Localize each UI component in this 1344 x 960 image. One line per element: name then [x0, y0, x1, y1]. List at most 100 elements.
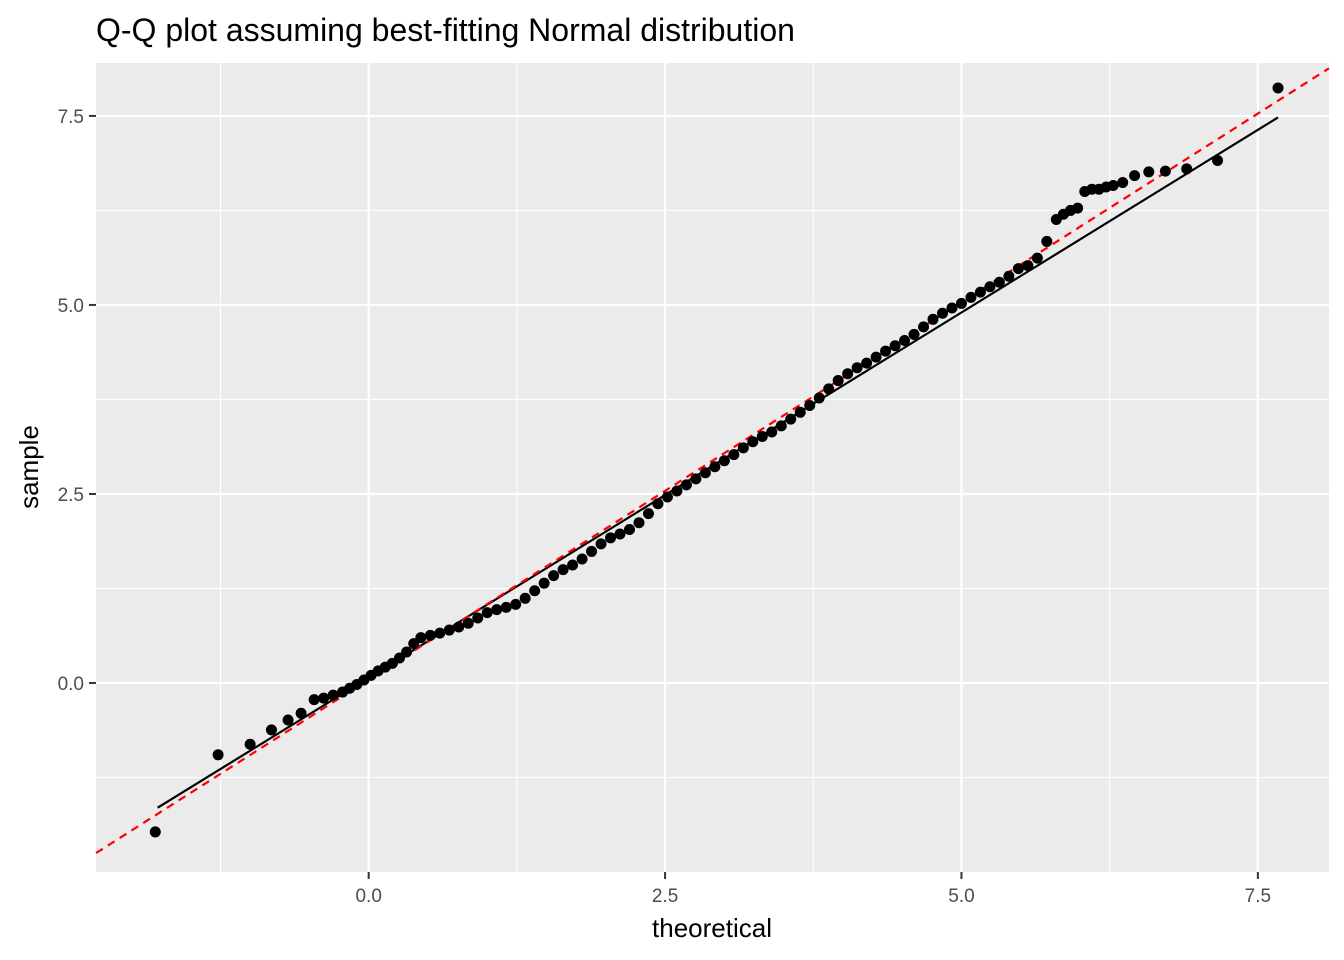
data-point — [529, 585, 541, 597]
data-point — [766, 426, 778, 438]
data-point — [491, 604, 503, 616]
data-point — [149, 826, 161, 838]
data-point — [785, 413, 797, 425]
fitted-reference-line-dashed — [95, 67, 1330, 855]
data-point — [595, 538, 607, 550]
data-point — [680, 479, 692, 491]
data-point — [500, 601, 512, 613]
data-point — [424, 629, 436, 641]
data-point — [415, 632, 427, 644]
data-point — [567, 559, 579, 571]
data-point — [842, 368, 854, 380]
data-point — [557, 564, 569, 576]
data-point — [327, 689, 339, 701]
data-point — [462, 617, 474, 629]
data-point — [1143, 166, 1155, 178]
data-point — [1181, 163, 1193, 175]
data-point — [794, 406, 806, 418]
data-point — [652, 498, 664, 510]
x-tick-label: 7.5 — [1245, 886, 1271, 907]
data-point — [899, 334, 911, 346]
data-point — [443, 624, 455, 636]
x-axis-title: theoretical — [652, 913, 772, 943]
data-point — [1129, 170, 1141, 182]
y-tick-label: 5.0 — [58, 296, 84, 317]
data-point — [927, 313, 939, 325]
data-point — [984, 281, 996, 293]
data-point — [699, 467, 711, 479]
data-point — [889, 340, 901, 352]
y-tick-label: 2.5 — [58, 485, 84, 506]
data-point — [1159, 165, 1171, 177]
data-point — [548, 570, 560, 582]
y-axis-title: sample — [14, 425, 44, 509]
y-tick-label: 0.0 — [58, 674, 84, 695]
sample-points — [149, 82, 1284, 838]
data-point — [1041, 235, 1053, 247]
data-point — [718, 455, 730, 467]
data-point — [586, 545, 598, 557]
data-point — [510, 598, 522, 610]
data-point — [538, 577, 550, 589]
data-point — [633, 517, 645, 529]
data-point — [295, 707, 307, 719]
data-point — [576, 553, 588, 565]
data-point — [1212, 155, 1224, 167]
data-point — [709, 461, 721, 473]
data-point — [851, 362, 863, 374]
data-point — [1107, 179, 1119, 191]
data-point — [832, 375, 844, 387]
data-point — [728, 449, 740, 461]
data-point — [661, 491, 673, 503]
data-point — [624, 523, 636, 535]
y-axis-ticks: 0.0 2.5 5.0 7.5 — [58, 107, 96, 695]
data-point — [212, 749, 224, 761]
data-point — [519, 592, 531, 604]
data-point — [918, 321, 930, 333]
data-point — [671, 485, 683, 497]
data-point — [965, 291, 977, 303]
x-tick-label: 2.5 — [652, 886, 678, 907]
x-axis-ticks: 0.0 2.5 5.0 7.5 — [355, 872, 1271, 907]
y-tick-label: 7.5 — [58, 107, 84, 128]
data-point — [265, 724, 277, 736]
data-point — [993, 276, 1005, 288]
data-point — [614, 528, 626, 540]
data-point — [642, 508, 654, 520]
data-point — [804, 400, 816, 412]
data-point — [434, 627, 446, 639]
data-point — [318, 692, 330, 704]
chart-title: Q-Q plot assuming best-fitting Normal di… — [96, 12, 795, 48]
data-point — [775, 420, 787, 432]
x-tick-label: 5.0 — [948, 886, 974, 907]
data-point — [308, 694, 320, 706]
data-point — [756, 431, 768, 443]
data-point — [1031, 252, 1043, 264]
data-point — [870, 351, 882, 363]
data-point — [1117, 176, 1129, 188]
data-point — [974, 286, 986, 298]
major-gridlines — [96, 63, 1329, 872]
data-point — [747, 436, 759, 448]
data-point — [1003, 270, 1015, 282]
data-point — [401, 646, 413, 658]
data-point — [946, 302, 958, 314]
data-point — [937, 307, 949, 319]
data-point — [955, 297, 967, 309]
data-point — [823, 383, 835, 395]
data-point — [453, 621, 465, 633]
data-point — [1012, 263, 1024, 275]
data-point — [880, 345, 892, 357]
data-point — [481, 607, 493, 619]
data-point — [690, 473, 702, 485]
data-point — [282, 714, 294, 726]
minor-gridlines — [96, 63, 1329, 872]
data-point — [244, 738, 256, 750]
data-point — [605, 532, 617, 544]
data-point — [908, 328, 920, 340]
data-point — [861, 357, 873, 369]
data-point — [813, 392, 825, 404]
data-point — [1072, 202, 1084, 214]
data-point — [472, 612, 484, 624]
